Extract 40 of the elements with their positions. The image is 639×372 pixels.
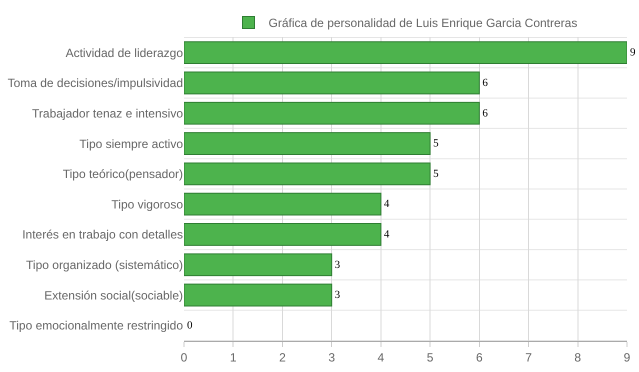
x-tick-label: 9 bbox=[624, 350, 631, 364]
legend-label: Gráfica de personalidad de Luis Enrique Garcia Contreras bbox=[268, 16, 578, 30]
y-tick-label: Extensión social(sociable) bbox=[44, 288, 183, 302]
data-label: 4 bbox=[384, 228, 390, 240]
data-label: 0 bbox=[187, 319, 193, 332]
y-tick-label: Tipo organizado (sistemático) bbox=[26, 258, 183, 272]
bar bbox=[184, 162, 431, 186]
bar bbox=[184, 41, 627, 64]
y-tick-label: Interés en trabajo con detalles bbox=[22, 228, 183, 242]
data-label: 6 bbox=[482, 76, 488, 89]
x-tick-label: 2 bbox=[279, 350, 286, 364]
x-tick-label: 7 bbox=[525, 350, 532, 364]
data-label: 9 bbox=[630, 46, 636, 59]
x-tick-label: 3 bbox=[328, 350, 336, 364]
x-tick-label: 8 bbox=[574, 350, 582, 364]
y-tick-label: Actividad de liderazgo bbox=[66, 46, 184, 60]
bar bbox=[184, 223, 382, 246]
bar bbox=[184, 253, 332, 276]
data-label: 5 bbox=[433, 168, 440, 180]
x-tick-label: 0 bbox=[180, 350, 188, 364]
x-tick-label: 1 bbox=[230, 350, 237, 364]
y-tick-label: Tipo vigoroso bbox=[111, 197, 184, 212]
y-tick-label: Tipo siempre activo bbox=[79, 136, 184, 151]
bar bbox=[184, 192, 382, 216]
x-tick-label: 4 bbox=[378, 350, 385, 364]
y-tick-label: Tipo emocionalmente restringido bbox=[9, 318, 184, 333]
x-tick-label: 6 bbox=[476, 350, 483, 364]
data-label: 3 bbox=[334, 289, 341, 302]
bar bbox=[184, 284, 332, 306]
x-tick-label: 5 bbox=[426, 350, 434, 364]
y-tick-label: Tipo teórico(pensador) bbox=[62, 167, 184, 182]
y-tick-label: Toma de decisiones/impulsividad bbox=[8, 76, 183, 90]
data-label: 6 bbox=[482, 107, 488, 120]
bar bbox=[184, 72, 480, 94]
data-label: 4 bbox=[384, 198, 390, 210]
bar bbox=[184, 102, 480, 125]
bar bbox=[184, 132, 431, 155]
data-label: 5 bbox=[433, 138, 440, 150]
y-tick-label: Trabajador tenaz e intensivo bbox=[32, 106, 184, 120]
data-label: 3 bbox=[334, 258, 341, 271]
